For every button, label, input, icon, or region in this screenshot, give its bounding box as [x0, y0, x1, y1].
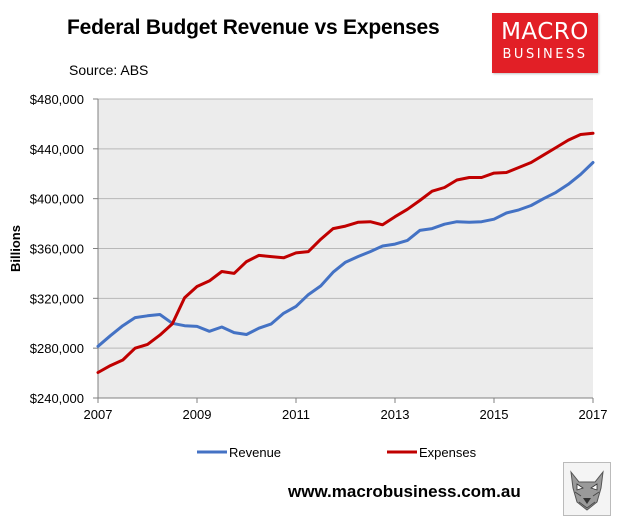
- line-chart: $240,000 $280,000 $320,000 $360,000 $400,000…: [8, 92, 608, 460]
- y-tick-label: $440,000: [30, 142, 84, 157]
- x-tick-label: 2013: [381, 407, 410, 422]
- x-tick-label: 2009: [183, 407, 212, 422]
- legend-label-revenue: Revenue: [229, 445, 281, 460]
- website-url[interactable]: www.macrobusiness.com.au: [288, 482, 521, 501]
- legend: Revenue Expenses: [197, 445, 477, 460]
- y-tick-label: $480,000: [30, 92, 84, 107]
- y-tick-label: $280,000: [30, 341, 84, 356]
- wolf-mascot-icon: [563, 462, 611, 516]
- series-line-expenses: [96, 131, 595, 374]
- source-label: Source: ABS: [69, 62, 149, 78]
- logo-line-2: BUSINESS: [502, 47, 588, 62]
- y-axis-label: Billions: [8, 225, 23, 272]
- y-tick-label: $360,000: [30, 242, 84, 257]
- x-tick-label: 2015: [480, 407, 509, 422]
- x-tick-label: 2011: [282, 407, 310, 422]
- series-line-revenue: [96, 161, 595, 348]
- x-tick-labels: 2007 2009 2011 2013 2015 2017: [84, 407, 608, 422]
- axes: [93, 98, 594, 403]
- y-tick-label: $320,000: [30, 291, 84, 306]
- y-tick-labels: $240,000 $280,000 $320,000 $360,000 $400,000…: [30, 92, 84, 406]
- y-tick-label: $240,000: [30, 391, 84, 406]
- series-lines: [96, 131, 595, 374]
- gridlines: [98, 98, 593, 349]
- x-tick-label: 2017: [579, 407, 608, 422]
- x-tick-label: 2007: [84, 407, 113, 422]
- logo-line-1: MACRO: [501, 19, 589, 45]
- macrobusiness-logo[interactable]: MACRO BUSINESS: [492, 13, 598, 73]
- legend-label-expenses: Expenses: [419, 445, 477, 460]
- chart-title: Federal Budget Revenue vs Expenses: [67, 16, 440, 39]
- y-tick-label: $400,000: [30, 192, 84, 207]
